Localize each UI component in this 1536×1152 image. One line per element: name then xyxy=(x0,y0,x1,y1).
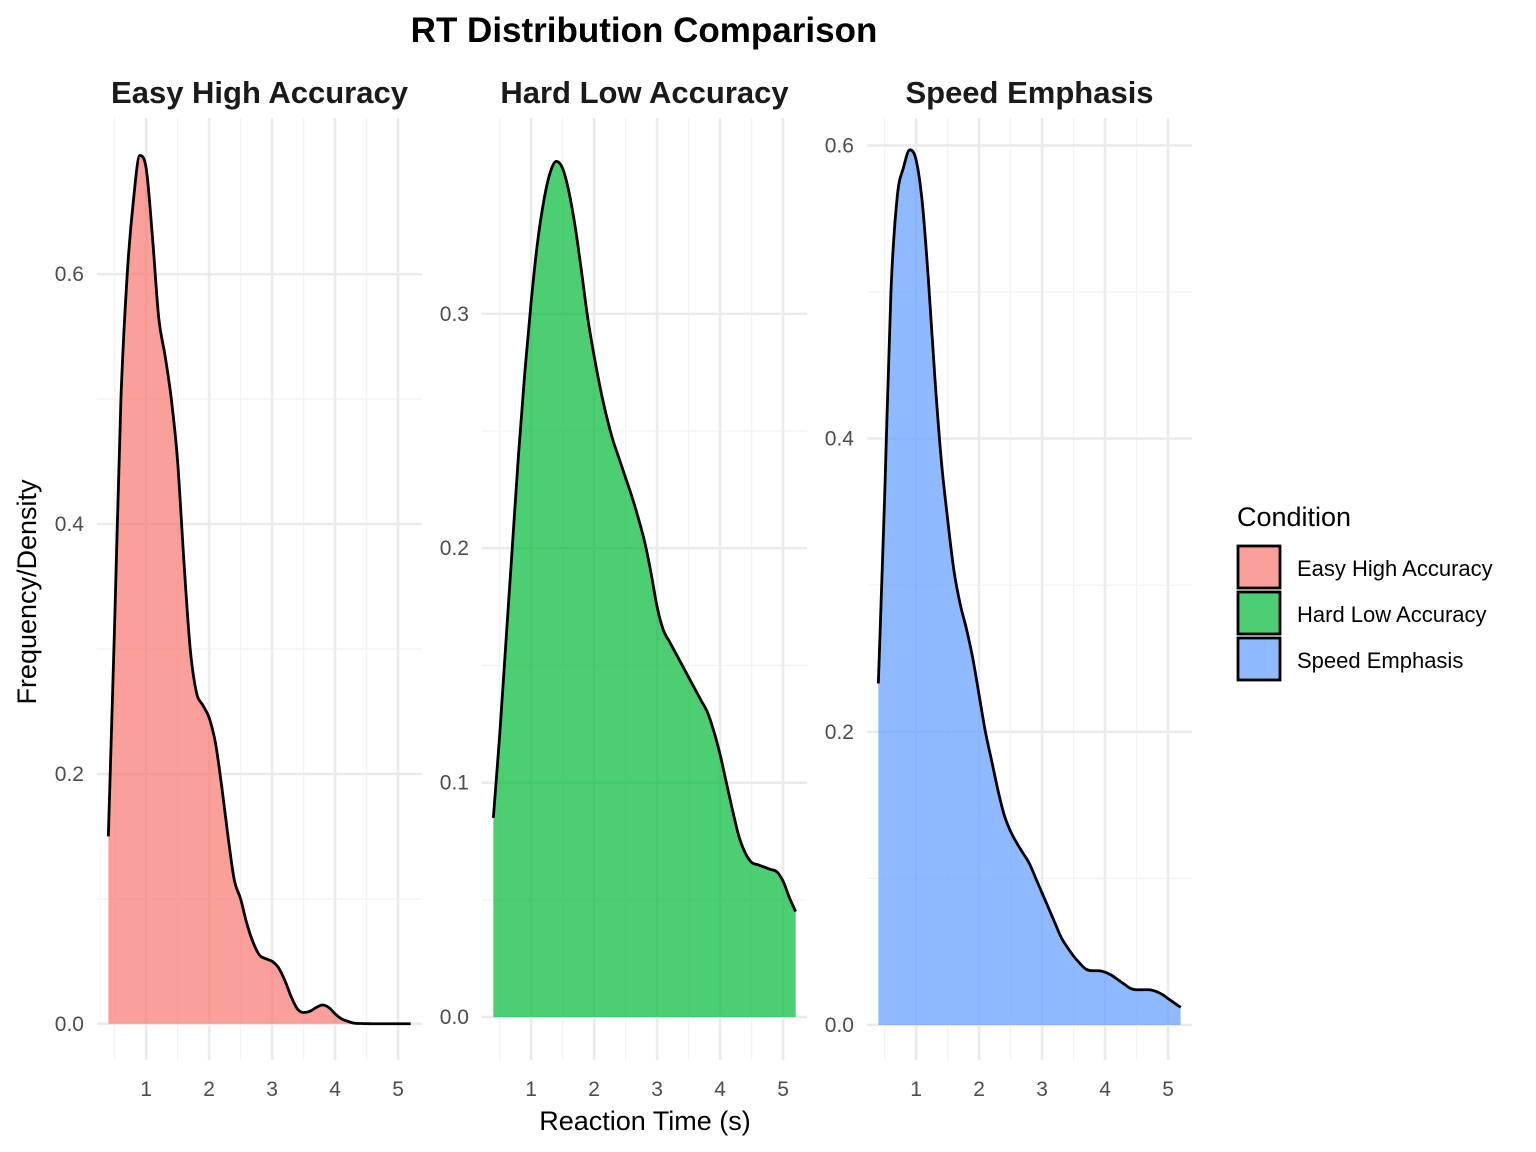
legend-swatch xyxy=(1236,544,1282,590)
x-tick-label: 4 xyxy=(1099,1078,1111,1101)
x-tick-label: 2 xyxy=(973,1078,985,1101)
density-area-speed-emphasis xyxy=(878,149,1181,1025)
x-tick-label: 1 xyxy=(140,1078,152,1101)
x-tick-label: 5 xyxy=(392,1078,404,1101)
density-line-easy-high-accuracy xyxy=(106,154,411,1026)
y-tick-label: 0.2 xyxy=(825,721,854,744)
x-tick-label: 3 xyxy=(1036,1078,1048,1101)
y-tick-label: 0.2 xyxy=(55,763,84,786)
legend-item-hard-low-accuracy: Hard Low Accuracy xyxy=(1236,590,1487,636)
x-tick-label: 2 xyxy=(588,1078,600,1101)
legend-item-speed-emphasis: Speed Emphasis xyxy=(1236,636,1463,682)
legend: Condition Easy High Accuracy Hard Low Acc… xyxy=(1236,502,1493,682)
y-tick-label: 0.0 xyxy=(440,1006,469,1029)
x-tick-label: 4 xyxy=(714,1078,726,1101)
x-tick-label: 5 xyxy=(777,1078,789,1101)
density-line-speed-emphasis xyxy=(876,148,1182,1009)
facet-label-hard-low-accuracy: Hard Low Accuracy xyxy=(500,75,789,110)
facet-label-speed-emphasis: Speed Emphasis xyxy=(905,75,1153,110)
panel-hard-low-accuracy: 0.0 0.1 0.2 0.3 1 2 3 4 5 Hard Low Accuracy xyxy=(440,75,807,1101)
y-tick-label: 0.0 xyxy=(825,1014,854,1037)
chart-title: RT Distribution Comparison xyxy=(411,11,878,50)
y-tick-label: 0.4 xyxy=(55,513,85,536)
x-tick-label: 2 xyxy=(203,1078,215,1101)
legend-swatch xyxy=(1236,590,1282,636)
facet-label-easy-high-accuracy: Easy High Accuracy xyxy=(111,75,409,110)
density-area-easy-high-accuracy xyxy=(108,155,411,1024)
legend-label: Speed Emphasis xyxy=(1297,648,1463,673)
x-tick-label: 4 xyxy=(329,1078,341,1101)
panel-easy-high-accuracy: 0.0 0.2 0.4 0.6 1 2 3 4 5 Easy High Accuracy xyxy=(55,75,422,1101)
y-tick-label: 0.1 xyxy=(440,772,469,795)
legend-swatch xyxy=(1236,636,1282,682)
legend-label: Easy High Accuracy xyxy=(1297,556,1493,581)
x-tick-label: 3 xyxy=(651,1078,663,1101)
panel-speed-emphasis: 0.0 0.2 0.4 0.6 1 2 3 4 5 Speed Emphasis xyxy=(825,75,1192,1101)
y-tick-label: 0.2 xyxy=(440,537,469,560)
y-tick-label: 0.6 xyxy=(55,263,84,286)
y-tick-label: 0.3 xyxy=(440,303,469,326)
y-tick-label: 0.4 xyxy=(825,428,855,451)
x-tick-label: 1 xyxy=(525,1078,537,1101)
legend-label: Hard Low Accuracy xyxy=(1297,602,1487,627)
y-axis-title: Frequency/Density xyxy=(12,479,42,705)
x-tick-label: 3 xyxy=(266,1078,278,1101)
y-tick-label: 0.6 xyxy=(825,134,854,157)
legend-item-easy-high-accuracy: Easy High Accuracy xyxy=(1236,544,1493,590)
x-tick-label: 5 xyxy=(1162,1078,1174,1101)
y-tick-label: 0.0 xyxy=(55,1013,84,1036)
x-axis-title: Reaction Time (s) xyxy=(539,1106,751,1136)
x-tick-label: 1 xyxy=(910,1078,922,1101)
density-area-hard-low-accuracy xyxy=(493,161,796,1018)
legend-title: Condition xyxy=(1237,502,1351,532)
density-line-hard-low-accuracy xyxy=(491,159,797,913)
